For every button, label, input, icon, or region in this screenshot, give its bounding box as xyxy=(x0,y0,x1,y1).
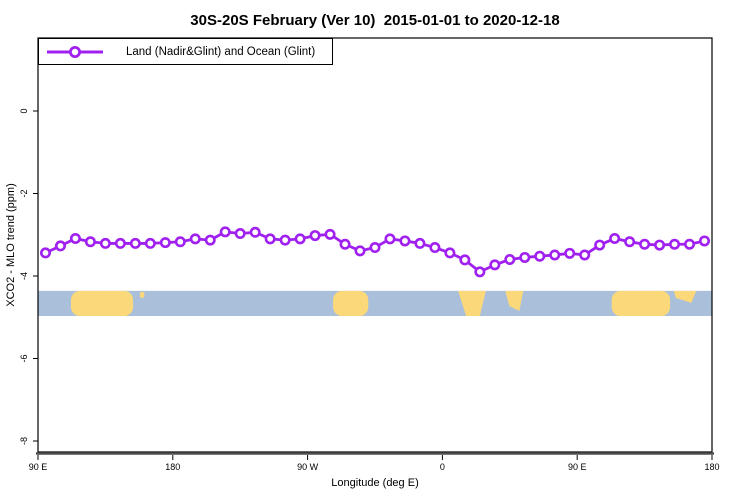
land-patch xyxy=(673,290,697,303)
x-tick-label: 0 xyxy=(440,462,445,472)
land-patch xyxy=(333,290,369,317)
data-point xyxy=(504,254,516,266)
ocean-band xyxy=(38,290,712,317)
y-tick-label: -2 xyxy=(19,189,29,197)
data-point xyxy=(639,238,651,250)
x-axis-title: Longitude (deg E) xyxy=(331,477,419,489)
data-point xyxy=(474,266,486,278)
data-point xyxy=(369,242,381,254)
y-tick-label: -6 xyxy=(19,354,29,362)
data-point xyxy=(624,236,636,248)
data-point xyxy=(204,234,216,246)
data-point xyxy=(459,254,471,266)
y-axis-title: XCO2 - MLO trend (ppm) xyxy=(5,183,17,307)
data-point xyxy=(309,230,321,242)
data-point xyxy=(654,239,666,251)
land-patch xyxy=(458,290,486,317)
legend-line-marker-icon xyxy=(47,45,103,58)
data-point xyxy=(429,242,441,254)
x-tick-label: 90 E xyxy=(29,462,48,472)
data-point xyxy=(594,239,606,251)
data-point xyxy=(234,228,246,240)
data-point xyxy=(279,234,291,246)
data-point xyxy=(339,238,351,250)
land-patch xyxy=(505,290,524,312)
data-point xyxy=(414,237,426,249)
data-point xyxy=(54,240,66,252)
data-point xyxy=(669,238,681,250)
x-tick-label: 180 xyxy=(165,462,180,472)
data-point xyxy=(549,249,561,261)
data-point xyxy=(609,232,621,244)
data-point xyxy=(99,237,111,249)
y-tick-label: 0 xyxy=(19,108,29,113)
legend: Land (Nadir&Glint) and Ocean (Glint) xyxy=(38,38,333,65)
data-point xyxy=(84,236,96,248)
data-point xyxy=(324,228,336,240)
land-patch xyxy=(611,290,671,317)
data-point xyxy=(519,251,531,263)
chart-title: 30S-20S February (Ver 10) 2015-01-01 to … xyxy=(190,12,560,29)
data-point xyxy=(579,249,591,261)
data-point xyxy=(384,233,396,245)
data-point xyxy=(174,236,186,248)
data-point xyxy=(189,233,201,245)
data-point xyxy=(264,233,276,245)
data-point xyxy=(564,247,576,259)
data-point xyxy=(354,245,366,257)
plot-border xyxy=(37,37,713,453)
x-tick-label: 180 xyxy=(704,462,719,472)
data-point xyxy=(39,247,51,259)
data-point xyxy=(159,237,171,249)
data-point xyxy=(294,233,306,245)
data-point xyxy=(219,226,231,238)
data-point xyxy=(249,226,261,238)
data-point xyxy=(699,235,711,247)
data-point xyxy=(684,238,696,250)
data-point xyxy=(399,235,411,247)
data-point xyxy=(489,259,501,271)
y-tick-label: -4 xyxy=(19,272,29,280)
land-patch xyxy=(70,290,134,317)
data-point xyxy=(444,247,456,259)
y-tick-label: -8 xyxy=(19,437,29,445)
x-tick-label: 90 W xyxy=(297,462,319,472)
x-tick-label: 90 E xyxy=(568,462,587,472)
data-point xyxy=(114,237,126,249)
land-patch xyxy=(139,291,145,298)
data-point xyxy=(144,237,156,249)
data-point xyxy=(129,237,141,249)
legend-label: Land (Nadir&Glint) and Ocean (Glint) xyxy=(126,45,316,58)
data-point xyxy=(69,232,81,244)
data-point xyxy=(534,250,546,262)
